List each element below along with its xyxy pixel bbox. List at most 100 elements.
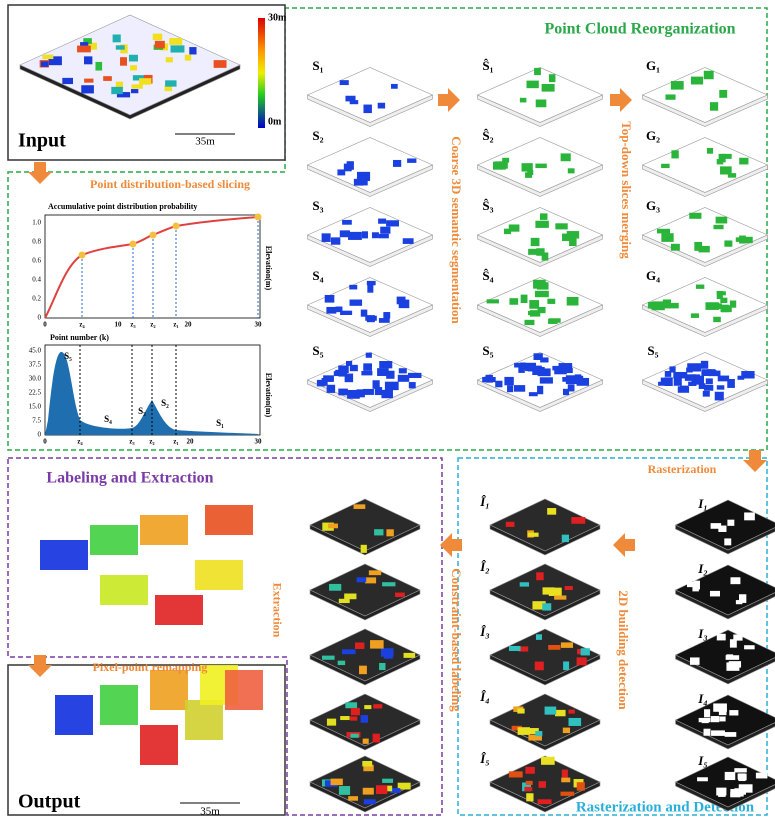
image-label: I₁ xyxy=(697,496,708,511)
building-patch xyxy=(706,378,713,384)
building-patch xyxy=(518,365,525,373)
building-patch xyxy=(720,298,727,303)
slab xyxy=(478,68,603,123)
building-patch xyxy=(354,504,366,509)
axis-label: Elevation(m) xyxy=(264,373,273,418)
building-patch xyxy=(704,729,711,736)
y-tick-label: 0.8 xyxy=(32,238,41,246)
slice-label: S₅ xyxy=(312,343,323,358)
building-patch xyxy=(77,46,91,53)
building-patch xyxy=(529,300,539,309)
building-patch xyxy=(365,577,376,583)
building-patch xyxy=(704,71,714,79)
slice-point xyxy=(173,223,180,230)
building-patch xyxy=(386,529,393,536)
building-patch xyxy=(715,392,724,401)
building-patch xyxy=(165,80,176,86)
building-patch xyxy=(671,81,684,90)
y-tick-label: 45.0 xyxy=(29,347,42,355)
building-patch xyxy=(374,529,383,535)
building-patch xyxy=(689,213,701,219)
building-patch xyxy=(185,55,191,61)
building-patch xyxy=(730,577,740,584)
building-patch xyxy=(561,778,570,783)
building-patch xyxy=(327,385,336,393)
building-patch xyxy=(348,796,358,801)
y-tick-label: 0.4 xyxy=(32,276,41,284)
building-patch xyxy=(547,508,556,515)
image-label: I₅ xyxy=(697,753,708,768)
x-tick-label: z₃ xyxy=(129,438,134,446)
building-patch xyxy=(527,81,539,89)
building-patch xyxy=(737,376,744,380)
slice-label: Ŝ₁ xyxy=(482,58,493,73)
building-patch xyxy=(525,767,534,774)
building-patch xyxy=(365,316,377,321)
building-patch xyxy=(577,782,585,790)
x-tick-label: z₁ xyxy=(173,438,178,446)
x-tick-label: 30 xyxy=(255,321,263,329)
building-patch xyxy=(502,158,509,163)
building-patch xyxy=(171,45,185,52)
building-patch xyxy=(722,154,732,159)
building-patch xyxy=(382,779,393,783)
colorbar xyxy=(258,18,265,128)
building-patch xyxy=(734,768,746,772)
building-patch xyxy=(326,307,336,314)
step-label: Pixel-point remapping xyxy=(93,660,208,674)
x-tick-label: z₂ xyxy=(149,438,154,446)
building-patch xyxy=(561,153,571,161)
building xyxy=(185,700,223,740)
y-tick-label: 7.5 xyxy=(32,417,41,425)
building-patch xyxy=(581,648,590,655)
building-patch xyxy=(555,710,566,716)
building-patch xyxy=(571,517,585,524)
building-patch xyxy=(661,233,673,242)
image-label: Î₂ xyxy=(479,559,490,574)
building-patch xyxy=(338,661,345,665)
colorbar-min: 0m xyxy=(268,116,282,127)
building-patch xyxy=(548,645,560,650)
arrow xyxy=(438,88,460,112)
building-patch xyxy=(325,295,335,303)
image-label: Î₃ xyxy=(479,624,490,639)
building-patch xyxy=(169,38,182,45)
building-patch xyxy=(507,385,513,392)
building-patch xyxy=(567,297,579,306)
building-patch xyxy=(561,642,573,647)
building-patch xyxy=(703,391,710,397)
building-patch xyxy=(379,234,389,238)
axis-label: Elevation(m) xyxy=(264,246,273,291)
image-label: I₃ xyxy=(697,626,708,641)
building-patch xyxy=(345,702,357,708)
building-patch xyxy=(348,232,362,240)
building-patch xyxy=(342,649,356,654)
building-patch xyxy=(350,716,357,720)
building-patch xyxy=(537,386,543,394)
building-patch xyxy=(548,319,558,324)
building xyxy=(205,505,253,535)
building-patch xyxy=(691,77,703,85)
building-patch xyxy=(713,703,727,711)
building-patch xyxy=(674,377,682,386)
building-patch xyxy=(569,718,582,726)
building-patch xyxy=(509,298,518,305)
step-label: Constraint-based labeling xyxy=(449,568,464,712)
building-patch xyxy=(717,291,726,295)
building-patch xyxy=(355,642,364,649)
slice-point xyxy=(79,252,86,259)
x-tick-label: 10 xyxy=(115,321,123,329)
building-patch xyxy=(155,41,165,49)
building-patch xyxy=(139,78,151,85)
building-patch xyxy=(724,538,731,545)
x-tick-label: 0 xyxy=(43,438,47,446)
arrow xyxy=(743,450,767,472)
building-patch xyxy=(701,361,708,369)
step-label: Extraction xyxy=(270,583,284,638)
slice-label: S₃ xyxy=(138,406,146,416)
building-patch xyxy=(690,657,700,664)
building-patch xyxy=(577,657,587,665)
building-patch xyxy=(565,586,573,590)
building-patch xyxy=(563,389,569,395)
building-patch xyxy=(661,164,670,168)
